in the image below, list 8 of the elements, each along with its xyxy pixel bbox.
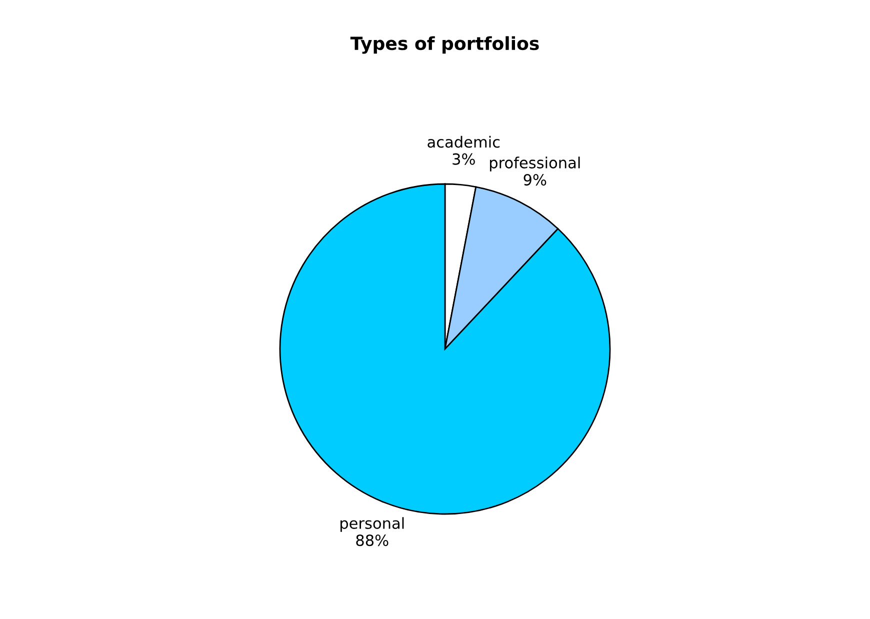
slice-label: academic [428, 136, 500, 148]
data-label: 9% [524, 174, 546, 186]
chart-title: Types of portfolios [350, 36, 539, 54]
data-label: 88% [356, 534, 388, 546]
slice-label: personal [340, 517, 404, 532]
slice-label: professional [490, 156, 580, 172]
pie-slice [444, 186, 559, 350]
data-label: 3% [452, 153, 475, 165]
